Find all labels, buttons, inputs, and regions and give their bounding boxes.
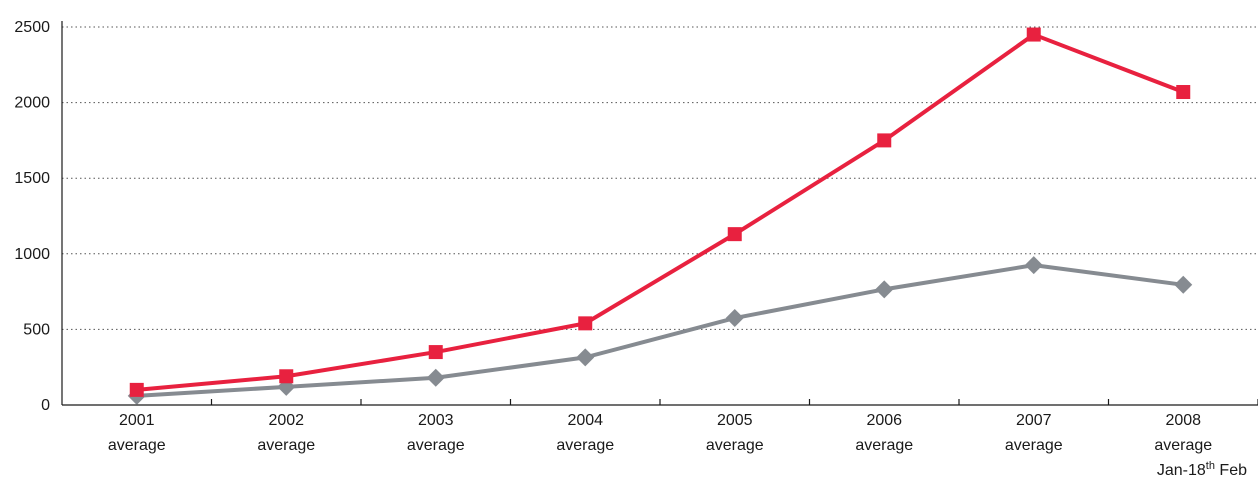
series	[127, 27, 1193, 405]
y-tick-label: 2500	[14, 19, 50, 36]
x-tick-label: 2006	[866, 412, 902, 429]
data-point-square	[1026, 27, 1041, 42]
x-tick-label: 2002	[268, 412, 304, 429]
data-point-diamond	[1174, 275, 1193, 294]
data-point-square	[877, 133, 892, 148]
x-tick-label: average	[407, 437, 465, 454]
x-tick-label: average	[855, 437, 913, 454]
data-point-diamond	[576, 348, 595, 367]
x-tick-label: 2005	[717, 412, 753, 429]
series-line	[136, 32, 1184, 392]
x-tick-label: average	[257, 437, 315, 454]
x-tick-label: average	[1154, 437, 1212, 454]
labels: 0 500 1000 1500 2000 2500 2001 average 2002 avera…	[14, 19, 1247, 479]
y-tick-label: 2000	[14, 95, 50, 112]
y-tick-label: 500	[23, 321, 50, 338]
x-tick-label: average	[706, 437, 764, 454]
y-tick-label: 1000	[14, 246, 50, 263]
data-point-square	[578, 316, 593, 331]
x-tick-label: average	[1005, 437, 1063, 454]
data-point-diamond	[875, 280, 894, 299]
axes	[61, 21, 1258, 406]
data-point-square	[727, 227, 742, 242]
x-tick-label: average	[556, 437, 614, 454]
data-point-diamond	[725, 309, 744, 328]
y-tick-label: 0	[41, 397, 50, 414]
x-tick-note: Jan-18th Feb	[1157, 460, 1247, 479]
y-tick-label: 1500	[14, 170, 50, 187]
data-point-square	[1176, 85, 1191, 100]
x-tick-label: average	[108, 437, 166, 454]
data-point-square	[279, 369, 294, 384]
x-tick-label: 2001	[119, 412, 155, 429]
x-tick-label: 2008	[1165, 412, 1201, 429]
data-point-diamond	[1024, 256, 1043, 275]
series-line	[136, 263, 1184, 398]
x-tick-label: 2007	[1016, 412, 1052, 429]
x-tick-label: 2004	[567, 412, 603, 429]
data-point-diamond	[426, 368, 445, 387]
data-point-square	[129, 382, 144, 397]
gridlines	[62, 26, 1258, 330]
data-point-square	[428, 345, 443, 360]
x-tick-label: 2003	[418, 412, 454, 429]
